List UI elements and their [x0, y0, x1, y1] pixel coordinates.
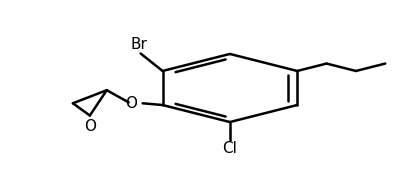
Text: O: O	[125, 96, 137, 111]
Text: Br: Br	[130, 37, 147, 52]
Text: Cl: Cl	[222, 141, 237, 156]
Text: O: O	[84, 119, 96, 134]
